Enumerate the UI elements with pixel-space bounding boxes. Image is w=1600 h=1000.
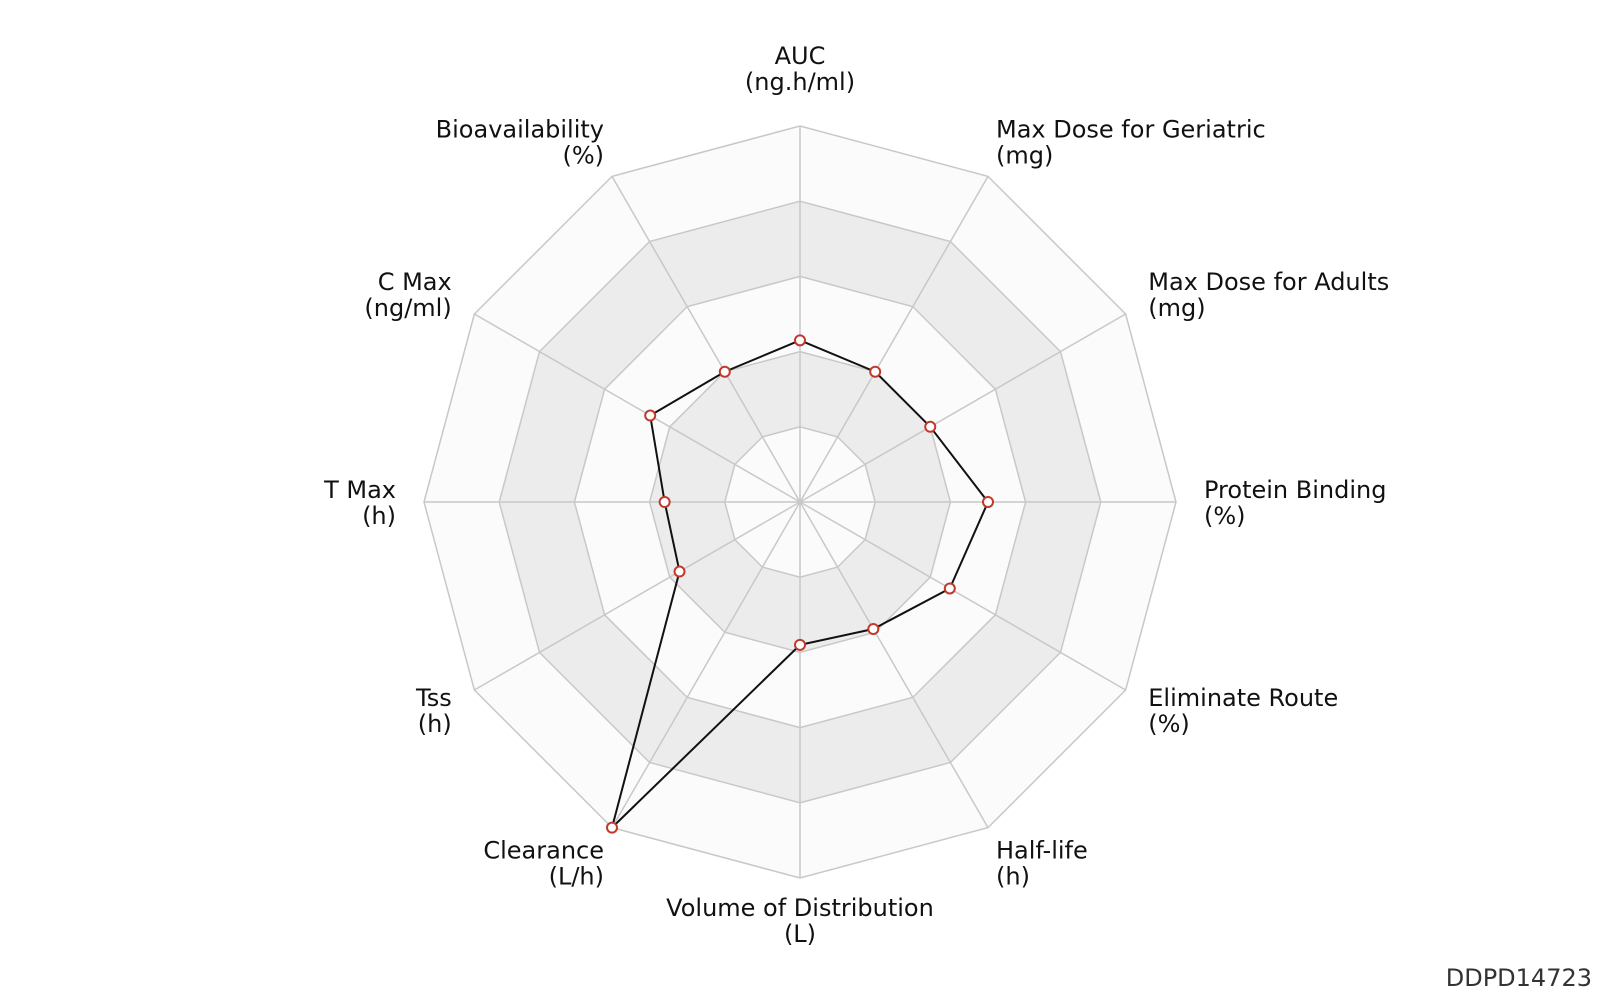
axis-label-2: Max Dose for Adults (mg) xyxy=(1148,268,1389,322)
axis-unit-4: (%) xyxy=(1148,710,1190,738)
axis-unit-3: (%) xyxy=(1204,502,1246,530)
radar-point-5 xyxy=(867,622,880,635)
axis-label-7: Clearance (L/h) xyxy=(483,836,604,890)
axis-name-0: AUC xyxy=(775,42,826,70)
axis-label-8: Tss (h) xyxy=(415,684,452,738)
axis-unit-8: (h) xyxy=(418,710,452,738)
radar-spoke-7 xyxy=(611,501,801,829)
axis-unit-0: (ng.h/ml) xyxy=(745,68,855,96)
axis-unit-6: (L) xyxy=(784,920,816,948)
axis-unit-10: (ng/ml) xyxy=(364,294,451,322)
radar-spoke-10 xyxy=(473,313,801,503)
radar-point-2 xyxy=(924,420,937,433)
radar-spoke-5 xyxy=(799,501,989,829)
radar-point-1 xyxy=(869,365,882,378)
axis-label-4: Eliminate Route (%) xyxy=(1148,684,1338,738)
radar-point-3 xyxy=(982,496,994,508)
radar-axis-spokes xyxy=(424,126,1176,878)
axis-label-3: Protein Binding (%) xyxy=(1204,476,1386,530)
axis-name-10: C Max xyxy=(378,268,452,296)
axis-unit-1: (mg) xyxy=(996,142,1053,170)
radar-point-7 xyxy=(606,821,618,834)
axis-unit-7: (L/h) xyxy=(549,862,604,890)
axis-name-1: Max Dose for Geriatric xyxy=(996,116,1266,144)
radar-point-6 xyxy=(794,638,806,651)
radar-point-8 xyxy=(673,565,686,578)
radar-spoke-4 xyxy=(799,501,1127,691)
axis-name-5: Half-life xyxy=(996,836,1088,864)
axis-name-6: Volume of Distribution xyxy=(666,894,934,922)
axis-label-10: C Max (ng/ml) xyxy=(364,268,451,322)
axis-unit-2: (mg) xyxy=(1148,294,1205,322)
axis-label-1: Max Dose for Geriatric (mg) xyxy=(996,116,1266,170)
radar-axis-labels: AUC (ng.h/ml)Max Dose for Geriatric (mg)Ma… xyxy=(323,42,1389,948)
axis-label-0: AUC (ng.h/ml) xyxy=(745,42,855,96)
axis-name-8: Tss xyxy=(415,684,452,712)
axis-name-9: T Max xyxy=(323,476,396,504)
axis-label-6: Volume of Distribution (L) xyxy=(666,894,934,948)
radar-series xyxy=(606,334,994,834)
axis-name-7: Clearance xyxy=(483,836,604,864)
radar-point-11 xyxy=(718,365,731,378)
radar-point-0 xyxy=(794,334,806,347)
axis-unit-11: (%) xyxy=(562,142,604,170)
radar-point-9 xyxy=(658,496,671,508)
radar-spoke-2 xyxy=(799,313,1127,503)
axis-name-4: Eliminate Route xyxy=(1148,684,1338,712)
axis-label-9: T Max (h) xyxy=(323,476,396,530)
radar-spoke-1 xyxy=(799,175,989,503)
watermark-id: DDPD14723 xyxy=(1445,964,1592,992)
radar-point-4 xyxy=(943,582,956,595)
axis-label-5: Half-life (h) xyxy=(996,836,1088,890)
axis-unit-5: (h) xyxy=(996,862,1030,890)
axis-label-11: Bioavailability (%) xyxy=(436,116,604,170)
radar-point-10 xyxy=(644,409,657,422)
axis-name-3: Protein Binding xyxy=(1204,476,1386,504)
radar-spoke-11 xyxy=(611,175,801,503)
axis-unit-9: (h) xyxy=(362,502,396,530)
axis-name-2: Max Dose for Adults xyxy=(1148,268,1389,296)
radar-spoke-8 xyxy=(473,501,801,691)
axis-name-11: Bioavailability xyxy=(436,116,604,144)
